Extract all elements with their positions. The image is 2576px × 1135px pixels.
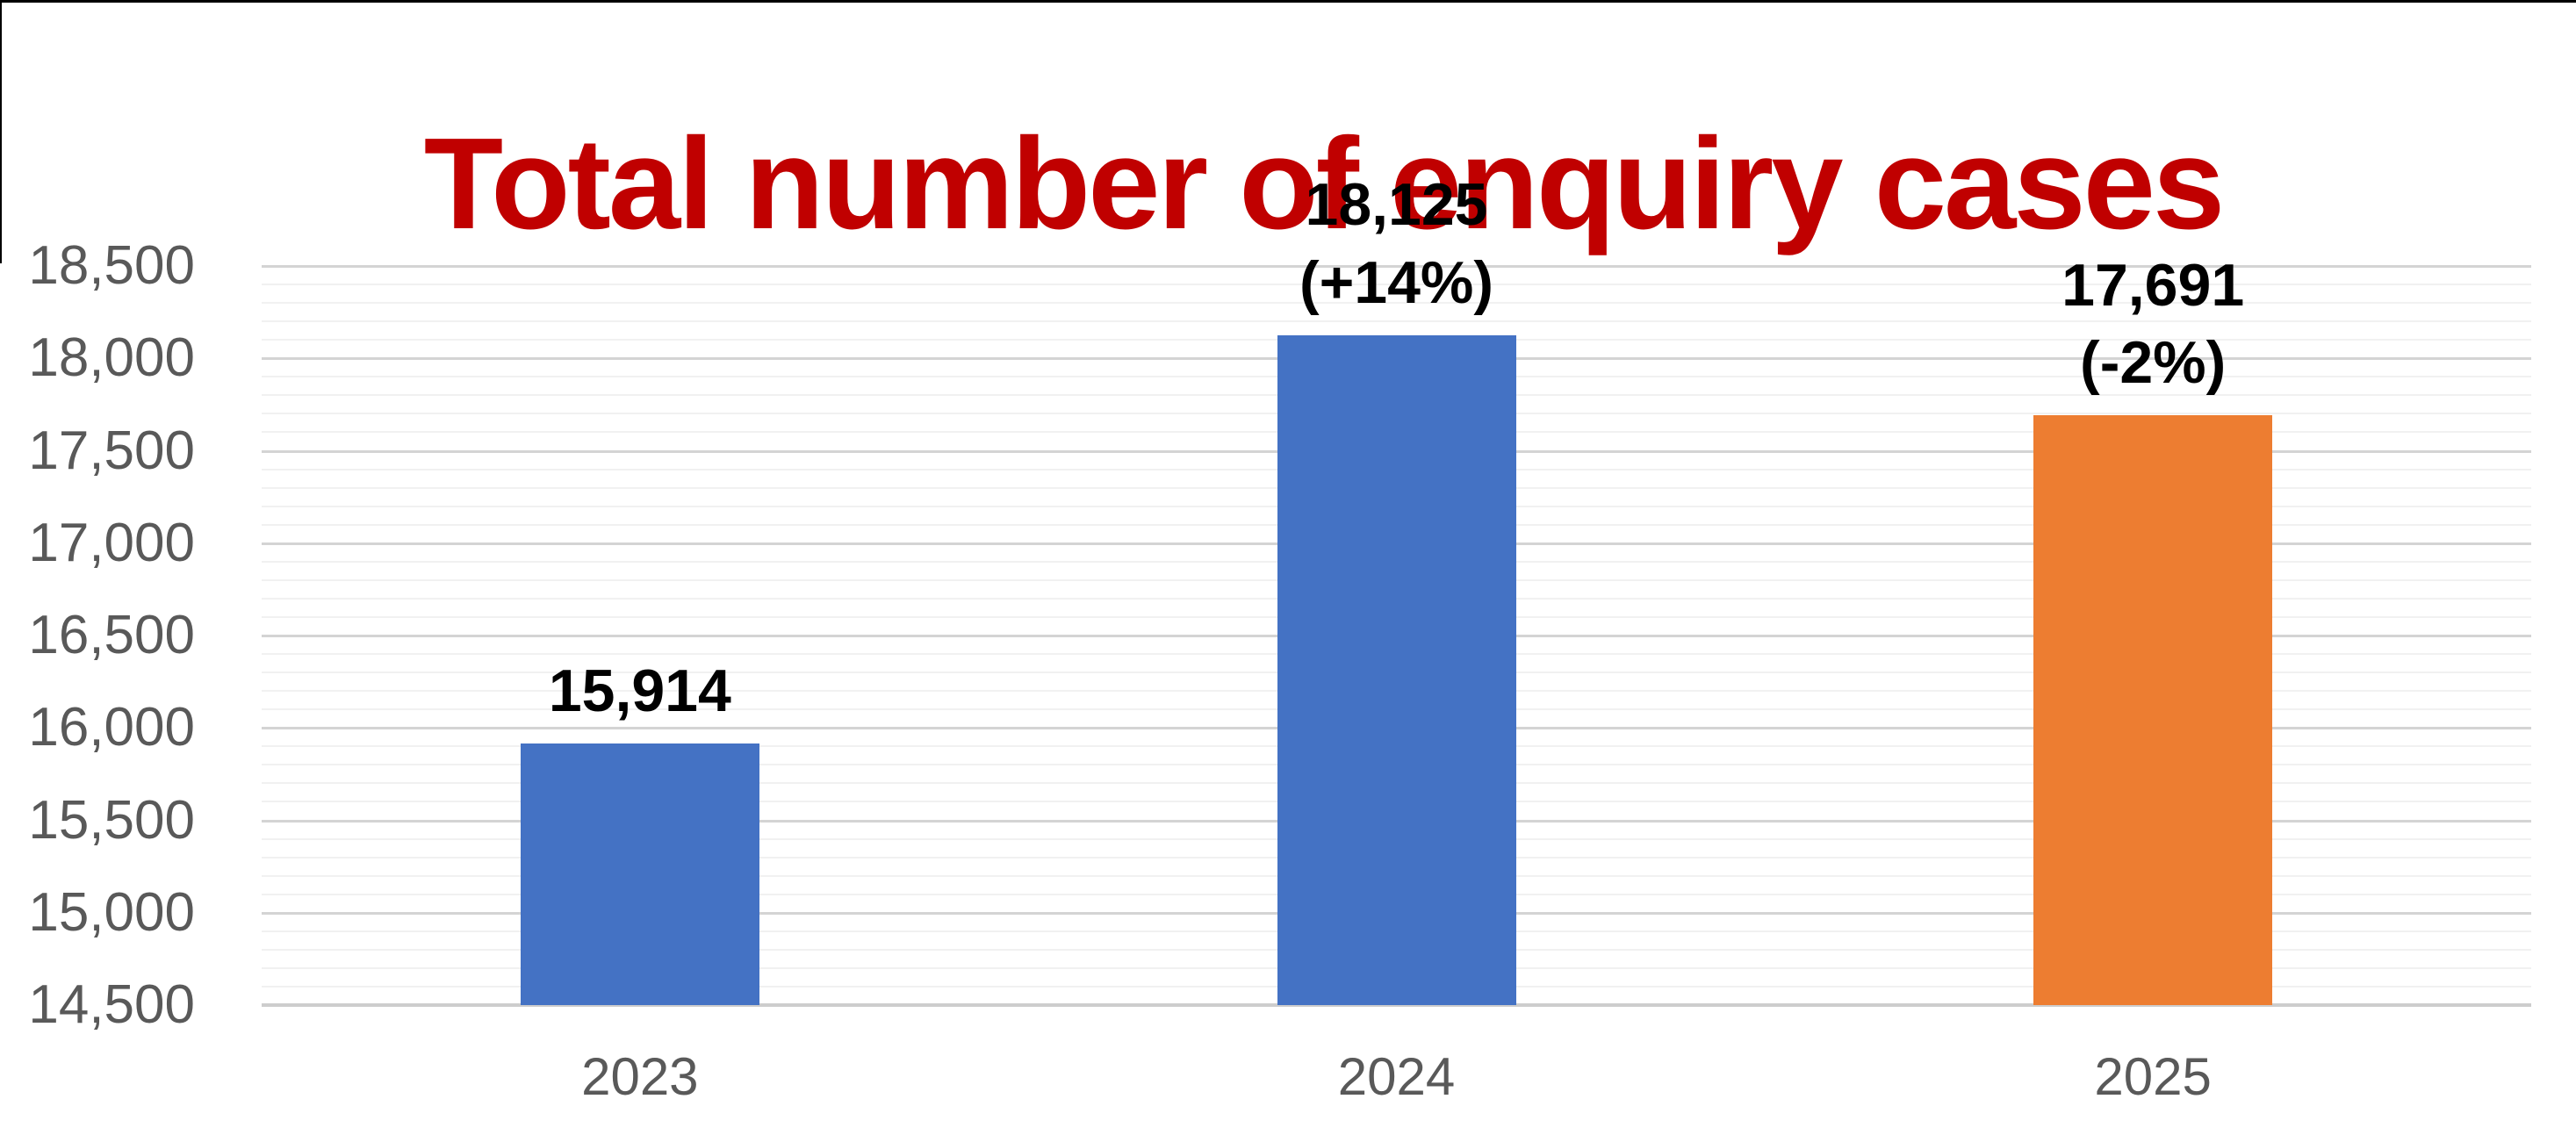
x-tick-label-2024: 2024 [1337, 1047, 1456, 1106]
y-tick-label: 15,000 [28, 881, 195, 943]
bar-data-label-2024: 18,125 (+14%) [1090, 166, 1704, 321]
bar-data-label-2025: 17,691 (-2%) [1846, 247, 2460, 402]
bar-value-text: 15,914 [548, 657, 731, 724]
y-tick-label: 16,000 [28, 697, 195, 758]
screen-edge-top [0, 0, 2576, 3]
bar-2024 [1277, 334, 1516, 1005]
gridline-major [262, 265, 2531, 268]
bar-2025 [2033, 415, 2273, 1005]
bar-change-text: (-2%) [2080, 328, 2227, 396]
gridline-minor [262, 284, 2531, 286]
y-axis-labels: 14,500 15,000 15,500 16,000 16,500 17,000 17,5… [0, 0, 195, 1135]
bar-change-text: (+14%) [1299, 248, 1494, 316]
y-tick-label: 16,500 [28, 605, 195, 665]
y-tick-label: 18,500 [28, 235, 195, 296]
x-axis-labels: 2023 2024 2025 [262, 1046, 2531, 1117]
gridline-minor [262, 320, 2531, 323]
y-tick-label: 17,000 [28, 512, 195, 573]
gridline-minor [262, 302, 2531, 305]
x-axis-line [262, 1003, 2531, 1007]
bar-2023 [520, 743, 759, 1005]
y-tick-label: 14,500 [28, 974, 195, 1035]
plot-area: 15,914 18,125 (+14%) 17,691 (-2%) [262, 171, 2531, 1007]
x-tick-label-2023: 2023 [581, 1047, 699, 1106]
y-tick-label: 17,500 [28, 420, 195, 481]
y-tick-label: 18,000 [28, 327, 195, 389]
screen-edge-left [0, 0, 2, 263]
x-tick-label-2025: 2025 [2094, 1047, 2212, 1106]
y-tick-label: 15,500 [28, 789, 195, 851]
bar-data-label-2023: 15,914 [333, 652, 947, 729]
bar-value-text: 18,125 [1305, 171, 1488, 239]
chart-title: Total number of enquiry cases [423, 111, 2226, 257]
bar-value-text: 17,691 [2062, 251, 2245, 319]
